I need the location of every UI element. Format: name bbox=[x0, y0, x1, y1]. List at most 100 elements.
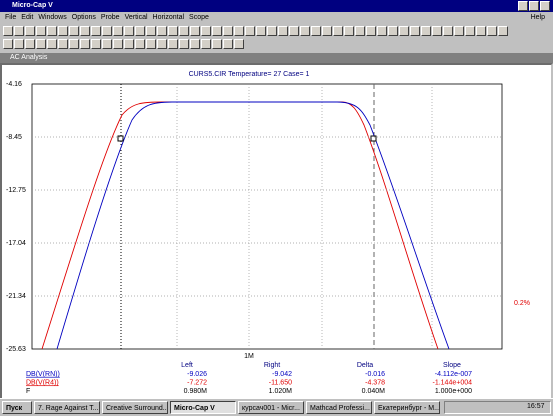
task-button[interactable]: Creative Surround... bbox=[102, 401, 168, 414]
tool-button[interactable] bbox=[58, 39, 68, 49]
tool-button[interactable] bbox=[14, 26, 24, 36]
tool-button[interactable] bbox=[333, 26, 343, 36]
menu-item[interactable]: Scope bbox=[189, 14, 209, 21]
tool-button[interactable] bbox=[212, 26, 222, 36]
tool-button[interactable] bbox=[113, 39, 123, 49]
row-name[interactable]: DB(V(RN)) bbox=[26, 371, 60, 378]
tool-button[interactable] bbox=[69, 26, 79, 36]
tool-button[interactable] bbox=[245, 26, 255, 36]
tool-button[interactable] bbox=[300, 26, 310, 36]
tool-button[interactable] bbox=[454, 26, 464, 36]
tool-button[interactable] bbox=[498, 26, 508, 36]
tool-button[interactable] bbox=[146, 26, 156, 36]
tool-button[interactable] bbox=[377, 26, 387, 36]
tray bbox=[444, 401, 551, 414]
cell: -11.650 bbox=[269, 379, 292, 386]
tool-button[interactable] bbox=[344, 26, 354, 36]
tool-button[interactable] bbox=[124, 39, 134, 49]
tool-button[interactable] bbox=[410, 26, 420, 36]
tool-button[interactable] bbox=[102, 39, 112, 49]
tool-button[interactable] bbox=[47, 39, 57, 49]
tool-button[interactable] bbox=[201, 26, 211, 36]
task-button[interactable]: 7. Rage Against T... bbox=[34, 401, 100, 414]
tool-button[interactable] bbox=[25, 26, 35, 36]
tool-button[interactable] bbox=[36, 26, 46, 36]
tool-button[interactable] bbox=[168, 39, 178, 49]
tool-button[interactable] bbox=[179, 39, 189, 49]
row-name[interactable]: DB(V(R4)) bbox=[26, 379, 59, 386]
tool-button[interactable] bbox=[124, 26, 134, 36]
cell: -4.112e-007 bbox=[435, 371, 472, 378]
tool-button[interactable] bbox=[201, 39, 211, 49]
task-button[interactable]: Micro-Cap V bbox=[170, 401, 236, 414]
y-tick-label: -17.04 bbox=[6, 240, 26, 247]
tool-button[interactable] bbox=[146, 39, 156, 49]
tool-button[interactable] bbox=[234, 26, 244, 36]
menu-item[interactable]: Windows bbox=[38, 14, 67, 21]
tool-button[interactable] bbox=[421, 26, 431, 36]
taskbar: Пуск 7. Rage Against T... Creative Surroun… bbox=[0, 398, 553, 416]
tool-button[interactable] bbox=[432, 26, 442, 36]
tool-button[interactable] bbox=[223, 26, 233, 36]
tool-button[interactable] bbox=[58, 26, 68, 36]
tool-button[interactable] bbox=[322, 26, 332, 36]
tool-button[interactable] bbox=[168, 26, 178, 36]
tool-button[interactable] bbox=[190, 39, 200, 49]
tool-button[interactable] bbox=[476, 26, 486, 36]
task-button[interactable]: Mathcad Professi... bbox=[306, 401, 372, 414]
task-button[interactable]: курсач001 - Micr... bbox=[238, 401, 304, 414]
tool-button[interactable] bbox=[256, 26, 266, 36]
tool-button[interactable] bbox=[14, 39, 24, 49]
tool-button[interactable] bbox=[36, 39, 46, 49]
tool-button[interactable] bbox=[234, 39, 244, 49]
x-label: 1M bbox=[244, 353, 254, 360]
column-header: Slope bbox=[443, 362, 461, 369]
tool-button[interactable] bbox=[487, 26, 497, 36]
tool-button[interactable] bbox=[190, 26, 200, 36]
tool-button[interactable] bbox=[388, 26, 398, 36]
tool-button[interactable] bbox=[80, 26, 90, 36]
menu-item[interactable]: Horizontal bbox=[152, 14, 185, 21]
menu-item[interactable]: File bbox=[5, 14, 17, 21]
tool-button[interactable] bbox=[113, 26, 123, 36]
tool-button[interactable] bbox=[3, 39, 13, 49]
tool-button[interactable] bbox=[135, 26, 145, 36]
menu-item[interactable]: Edit bbox=[21, 14, 34, 21]
menu-item[interactable]: Vertical bbox=[124, 14, 148, 21]
cell: -1.144e+004 bbox=[432, 379, 472, 386]
tool-button[interactable] bbox=[157, 26, 167, 36]
tool-button[interactable] bbox=[135, 39, 145, 49]
tool-button[interactable] bbox=[91, 26, 101, 36]
tool-button[interactable] bbox=[91, 39, 101, 49]
task-button[interactable]: Екатеринбург - M... bbox=[374, 401, 440, 414]
tool-button[interactable] bbox=[366, 26, 376, 36]
menu-item[interactable]: Probe bbox=[100, 14, 120, 21]
tool-button[interactable] bbox=[289, 26, 299, 36]
tool-button[interactable] bbox=[465, 26, 475, 36]
tool-button[interactable] bbox=[223, 39, 233, 49]
tool-button[interactable] bbox=[443, 26, 453, 36]
tool-button[interactable] bbox=[212, 39, 222, 49]
tool-button[interactable] bbox=[399, 26, 409, 36]
window-controls[interactable] bbox=[518, 1, 551, 13]
y-tick-label: -12.75 bbox=[6, 187, 26, 194]
tool-button[interactable] bbox=[311, 26, 321, 36]
tool-button[interactable] bbox=[69, 39, 79, 49]
tool-button[interactable] bbox=[157, 39, 167, 49]
tool-button[interactable] bbox=[102, 26, 112, 36]
tool-button[interactable] bbox=[80, 39, 90, 49]
cell: 1.000e+000 bbox=[435, 388, 472, 395]
start-button[interactable]: Пуск bbox=[2, 401, 32, 414]
tool-button[interactable] bbox=[278, 26, 288, 36]
tool-button[interactable] bbox=[355, 26, 365, 36]
tool-button[interactable] bbox=[47, 26, 57, 36]
y-tick-label: -8.45 bbox=[6, 134, 22, 141]
tool-button[interactable] bbox=[3, 26, 13, 36]
cell: 0.040M bbox=[362, 388, 386, 395]
menu-item[interactable]: Options bbox=[71, 14, 96, 21]
tool-button[interactable] bbox=[179, 26, 189, 36]
help-menu[interactable]: Help bbox=[530, 14, 545, 21]
y-tick-label: -25.63 bbox=[6, 346, 26, 353]
tool-button[interactable] bbox=[25, 39, 35, 49]
tool-button[interactable] bbox=[267, 26, 277, 36]
